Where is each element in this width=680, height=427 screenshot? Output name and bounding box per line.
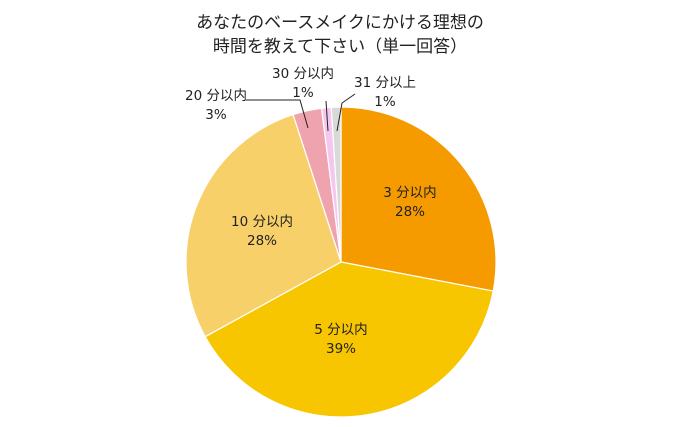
slice-value-label-5: 1% [292, 85, 314, 101]
slice-category-label-3: 10 分以内 [231, 214, 293, 230]
pie-slice-1 [340, 106, 497, 292]
slice-value-label-3: 28% [247, 233, 277, 249]
slice-category-label-2: 5 分以内 [314, 322, 367, 338]
pie-slice-2 [204, 261, 494, 418]
chart-title-line-1: あなたのベースメイクにかける理想の [196, 13, 484, 33]
pie-slices [185, 106, 497, 418]
slice-labels: 3 分以内 28% 5 分以内 39% 10 分以内 28% 20 分以内 3% 30 分以内 1… [185, 66, 437, 357]
leader-line-6 [336, 93, 356, 132]
slice-value-label-2: 39% [326, 341, 356, 357]
pie-slice-3 [185, 113, 342, 338]
slice-category-label-4: 20 分以内 [185, 88, 247, 104]
leader-lines [246, 93, 356, 132]
leader-line-5 [325, 100, 329, 132]
slice-value-label-6: 1% [374, 94, 396, 110]
slice-category-label-6: 31 分以上 [354, 75, 416, 91]
chart-title-line-2: 時間を教えて下さい（単一回答） [213, 37, 467, 57]
slice-category-label-5: 30 分以内 [272, 66, 334, 82]
slice-value-label-1: 28% [395, 204, 425, 220]
slice-value-label-4: 3% [205, 107, 227, 123]
leader-line-4 [246, 99, 309, 129]
slice-category-label-1: 3 分以内 [383, 185, 436, 201]
